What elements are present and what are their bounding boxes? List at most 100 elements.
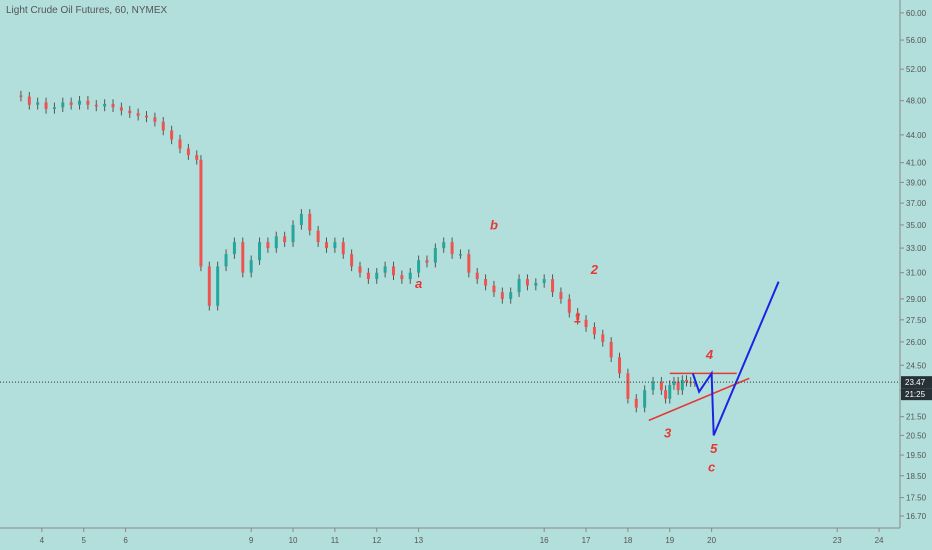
candle-body xyxy=(659,381,663,391)
y-tick-label: 35.00 xyxy=(906,221,927,230)
chart-title: Light Crude Oil Futures, 60, NYMEX xyxy=(6,5,168,16)
candle-body xyxy=(391,266,395,276)
candle-body xyxy=(634,398,638,408)
candle-body xyxy=(517,279,521,293)
candle-body xyxy=(567,298,571,313)
candle-body xyxy=(266,242,270,249)
candle-body xyxy=(258,242,262,261)
candle-body xyxy=(676,381,680,391)
x-tick-label: 5 xyxy=(81,536,86,545)
y-tick-label: 27.50 xyxy=(906,316,927,325)
x-tick-label: 18 xyxy=(623,536,632,545)
y-tick-label: 20.50 xyxy=(906,431,927,440)
y-tick-label: 39.00 xyxy=(906,178,927,187)
x-tick-label: 10 xyxy=(289,536,298,545)
x-tick-label: 4 xyxy=(40,536,45,545)
candle-body xyxy=(609,341,613,358)
candle-body xyxy=(274,236,278,249)
candle-body xyxy=(672,381,676,386)
candle-body xyxy=(111,103,115,108)
price-label-text: 23.47 xyxy=(905,378,926,387)
candle-body xyxy=(86,100,90,105)
y-tick-label: 29.00 xyxy=(906,295,927,304)
candle-body xyxy=(103,103,107,107)
candle-body xyxy=(44,102,48,109)
y-tick-label: 26.00 xyxy=(906,338,927,347)
y-tick-label: 19.50 xyxy=(906,451,927,460)
candle-body xyxy=(601,334,605,342)
candle-body xyxy=(325,242,329,249)
candle-body xyxy=(94,104,98,107)
candle-body xyxy=(475,272,479,280)
candle-body xyxy=(333,242,337,249)
y-tick-label: 52.00 xyxy=(906,65,927,74)
candle-body xyxy=(350,254,354,267)
candle-body xyxy=(119,107,123,111)
candle-body xyxy=(433,248,437,263)
candle-body xyxy=(668,385,672,399)
candle-body xyxy=(136,113,140,116)
y-tick-label: 18.50 xyxy=(906,472,927,481)
x-tick-label: 19 xyxy=(665,536,674,545)
candle-body xyxy=(500,292,504,299)
countdown-text: 21:25 xyxy=(905,390,926,399)
x-tick-label: 20 xyxy=(707,536,716,545)
candle-body xyxy=(366,272,370,280)
candle-body xyxy=(408,272,412,280)
candle-body xyxy=(283,236,287,243)
candle-body xyxy=(484,279,488,286)
candle-body xyxy=(186,148,190,156)
y-tick-label: 33.00 xyxy=(906,244,927,253)
wave-label-a: a xyxy=(415,276,422,291)
x-tick-label: 16 xyxy=(540,536,549,545)
candle-body xyxy=(467,254,471,273)
candle-body xyxy=(450,242,454,255)
y-tick-label: 41.00 xyxy=(906,159,927,168)
y-tick-label: 56.00 xyxy=(906,36,927,45)
candle-body xyxy=(592,327,596,335)
x-tick-label: 13 xyxy=(414,536,423,545)
candle-body xyxy=(509,292,513,299)
candle-body xyxy=(542,279,546,283)
wave-label-2: 2 xyxy=(590,262,599,277)
candle-body xyxy=(232,242,236,255)
x-tick-label: 24 xyxy=(875,536,884,545)
candle-body xyxy=(308,213,312,231)
candle-body xyxy=(559,292,563,299)
projection-path xyxy=(691,281,780,436)
candle-body xyxy=(224,254,228,267)
candle-body xyxy=(61,102,65,108)
y-tick-label: 48.00 xyxy=(906,97,927,106)
candle-body xyxy=(207,266,211,306)
candle-body xyxy=(199,159,203,267)
candle-body xyxy=(36,102,40,105)
wave-label-1: 1 xyxy=(574,311,581,326)
candle-body xyxy=(425,260,429,263)
candle-body xyxy=(400,275,404,280)
y-tick-label: 44.00 xyxy=(906,131,927,140)
countdown-box xyxy=(901,388,932,401)
candle-body xyxy=(584,319,588,328)
candle-body xyxy=(52,107,56,109)
x-tick-label: 11 xyxy=(331,536,340,545)
price-label-box xyxy=(901,376,932,389)
y-tick-label: 16.70 xyxy=(906,512,927,521)
wave-label-b: b xyxy=(490,217,498,232)
candle-body xyxy=(316,230,320,243)
candle-body xyxy=(576,312,580,320)
candle-body xyxy=(195,155,199,160)
candle-body xyxy=(170,130,174,140)
wave-label-4: 4 xyxy=(705,347,714,362)
x-tick-label: 6 xyxy=(123,536,128,545)
x-tick-label: 17 xyxy=(582,536,591,545)
candle-body xyxy=(153,117,157,122)
candle-body xyxy=(685,379,689,382)
candle-body xyxy=(128,110,132,114)
candle-body xyxy=(492,285,496,293)
candle-body xyxy=(618,357,622,374)
candle-body xyxy=(291,224,295,243)
candle-body xyxy=(216,266,220,306)
candle-body xyxy=(178,139,182,149)
